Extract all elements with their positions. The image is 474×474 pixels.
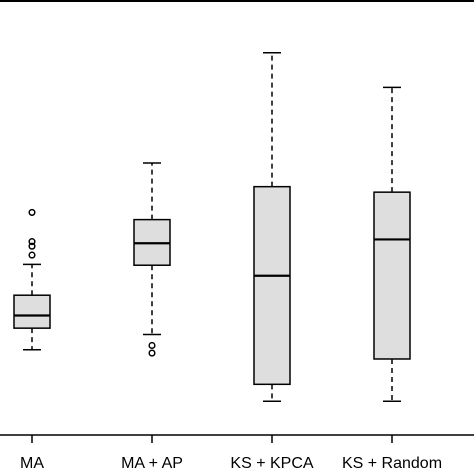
outlier-point xyxy=(148,349,156,357)
box-ks-random xyxy=(373,86,411,402)
outlier-point xyxy=(148,341,156,350)
outlier-point xyxy=(28,242,36,250)
interquartile-box xyxy=(253,185,291,386)
interquartile-box xyxy=(13,294,51,329)
interquartile-box xyxy=(373,191,411,360)
box-ma xyxy=(13,208,51,351)
x-axis-ticks: MA MA + AP KS + KPCA KS + Random xyxy=(20,435,442,472)
outlier-point xyxy=(28,208,36,216)
x-tick-label-ma: MA xyxy=(20,455,44,472)
outlier-point xyxy=(28,238,36,246)
box-ma-ap xyxy=(133,162,171,357)
box-ks-kpca xyxy=(253,52,291,402)
outlier-point xyxy=(28,251,36,259)
x-tick-label-ks-kpca: KS + KPCA xyxy=(230,455,313,472)
x-tick-label-ma-ap: MA + AP xyxy=(121,455,183,472)
x-tick-label-ks-random: KS + Random xyxy=(342,455,442,472)
box-group xyxy=(13,52,411,402)
